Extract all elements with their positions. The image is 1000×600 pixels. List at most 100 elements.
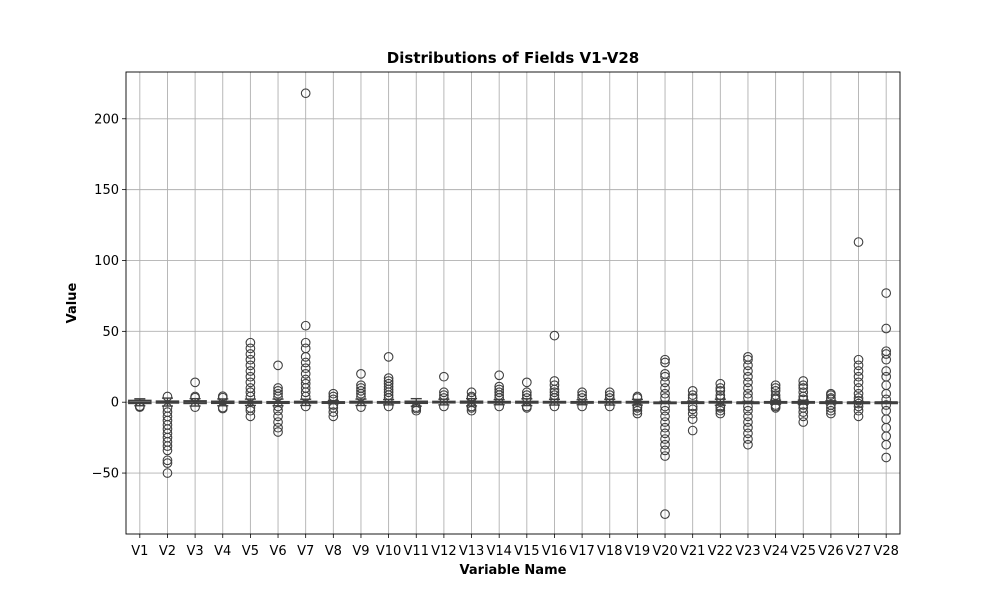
outlier-point [715, 405, 726, 416]
outlier-point [660, 422, 670, 433]
box-v15 [515, 377, 539, 413]
outlier-point [439, 393, 449, 403]
outlier-point [466, 387, 477, 398]
outlier-point [853, 237, 864, 247]
outlier-point [743, 393, 753, 403]
box-v5 [238, 337, 263, 422]
outlier-point [245, 383, 256, 393]
box-series [128, 88, 898, 520]
y-axis-ticks: −50 0 50 100 150 200 [92, 112, 126, 482]
outlier-point [660, 445, 670, 456]
outlier-point [826, 393, 836, 403]
outlier-point [356, 402, 366, 413]
box-v27 [846, 237, 871, 422]
x-axis-label: Variable Name [460, 563, 567, 578]
x-tick-label: V16 [542, 544, 567, 559]
outlier-point [273, 383, 283, 393]
box-v9 [349, 369, 373, 413]
y-tick-label: −50 [92, 467, 119, 482]
outlier-point [715, 408, 726, 419]
box-v19 [625, 391, 650, 419]
outlier-point [162, 458, 173, 468]
outlier-point [743, 388, 753, 399]
outlier-point [521, 377, 532, 388]
outlier-point [300, 337, 311, 348]
outlier-point [660, 357, 670, 368]
box-v20 [653, 354, 677, 520]
y-tick-label: 150 [94, 183, 119, 198]
x-tick-label: V10 [376, 544, 401, 559]
outlier-point [521, 390, 532, 400]
x-tick-label: V12 [431, 544, 456, 559]
box-v13 [459, 387, 484, 416]
outlier-point [190, 391, 200, 402]
outlier-point [715, 390, 726, 400]
outlier-point [770, 386, 781, 396]
outlier-point [660, 417, 670, 427]
outlier-point [549, 390, 560, 400]
x-tick-label: V21 [680, 544, 705, 559]
outlier-point [743, 377, 753, 388]
box-v17 [570, 387, 594, 412]
x-tick-label: V2 [159, 544, 176, 559]
outlier-point [383, 378, 394, 389]
outlier-point [549, 330, 560, 341]
outlier-point [494, 384, 505, 395]
x-tick-label: V26 [818, 544, 843, 559]
outlier-point [604, 387, 615, 398]
outlier-point [521, 393, 532, 403]
outlier-point [743, 439, 753, 450]
outlier-point [245, 377, 256, 388]
x-tick-label: V7 [297, 544, 314, 559]
x-tick-label: V20 [652, 544, 677, 559]
outlier-point [660, 411, 670, 422]
x-tick-label: V5 [242, 544, 259, 559]
outlier-point [273, 427, 283, 437]
outlier-point [383, 376, 394, 386]
x-tick-label: V4 [214, 544, 231, 559]
outlier-point [383, 373, 394, 383]
outlier-point [853, 377, 864, 388]
outlier-point [798, 376, 809, 386]
outlier-point [273, 401, 283, 412]
outlier-point [328, 391, 339, 402]
outlier-point [632, 405, 643, 416]
outlier-point [743, 411, 753, 422]
outlier-point [411, 402, 422, 413]
outlier-point [604, 390, 615, 400]
outlier-point [245, 360, 256, 371]
outlier-point [632, 408, 643, 419]
x-tick-label: V24 [763, 544, 788, 559]
x-tick-label: V15 [514, 544, 539, 559]
outlier-point [439, 390, 449, 400]
box-v28 [874, 288, 898, 463]
outlier-point [273, 422, 283, 433]
outlier-point [356, 369, 366, 379]
box-v7 [293, 88, 318, 412]
outlier-point [162, 403, 173, 413]
box-v23 [736, 352, 760, 450]
outlier-point [466, 391, 477, 402]
outlier-point [770, 393, 781, 403]
outlier-point [162, 468, 173, 478]
x-tick-label: V17 [569, 544, 594, 559]
y-axis-label: Value [65, 282, 80, 323]
outlier-point [300, 401, 311, 412]
outlier-point [853, 395, 864, 406]
box-v12 [432, 371, 456, 412]
outlier-point [273, 411, 283, 422]
outlier-point [245, 387, 256, 398]
outlier-point [853, 354, 864, 365]
outlier-point [660, 393, 670, 403]
outlier-point [549, 376, 560, 386]
outlier-point [466, 405, 477, 416]
outlier-point [743, 371, 753, 382]
outlier-point [439, 371, 449, 382]
outlier-point [245, 371, 256, 382]
outlier-point [798, 380, 809, 391]
outlier-point [660, 405, 670, 416]
outlier-point [853, 360, 864, 371]
box-v8 [321, 388, 346, 422]
outlier-point [853, 398, 864, 409]
